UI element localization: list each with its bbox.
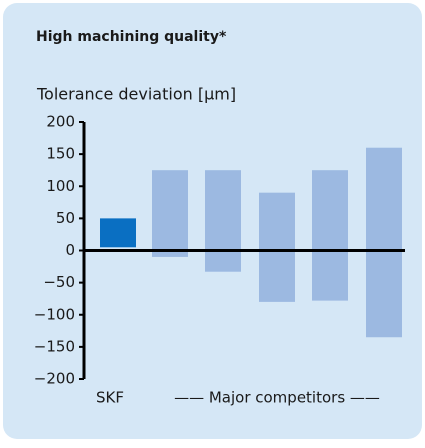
y-tick-label: 0 — [65, 241, 75, 259]
bar — [366, 147, 402, 338]
chart-title: High machining quality* — [36, 29, 227, 45]
y-tick-label: −150 — [34, 337, 75, 355]
y-tick-label: −50 — [43, 273, 75, 291]
bar — [152, 170, 188, 257]
y-axis-label: Tolerance deviation [µm] — [36, 85, 236, 104]
y-tick-label: 150 — [46, 145, 75, 163]
bar — [205, 170, 241, 272]
y-tick-label: 50 — [56, 209, 75, 227]
y-tick-label: 100 — [46, 177, 75, 195]
annotation: —— Major competitors —— — [174, 389, 380, 407]
bar — [100, 218, 136, 248]
y-tick-label: 200 — [46, 113, 75, 131]
x-tick-label: SKF — [96, 389, 124, 407]
y-tick-label: −100 — [34, 305, 75, 323]
bar — [259, 192, 295, 302]
y-tick-label: −200 — [34, 370, 75, 388]
bar — [312, 170, 348, 301]
